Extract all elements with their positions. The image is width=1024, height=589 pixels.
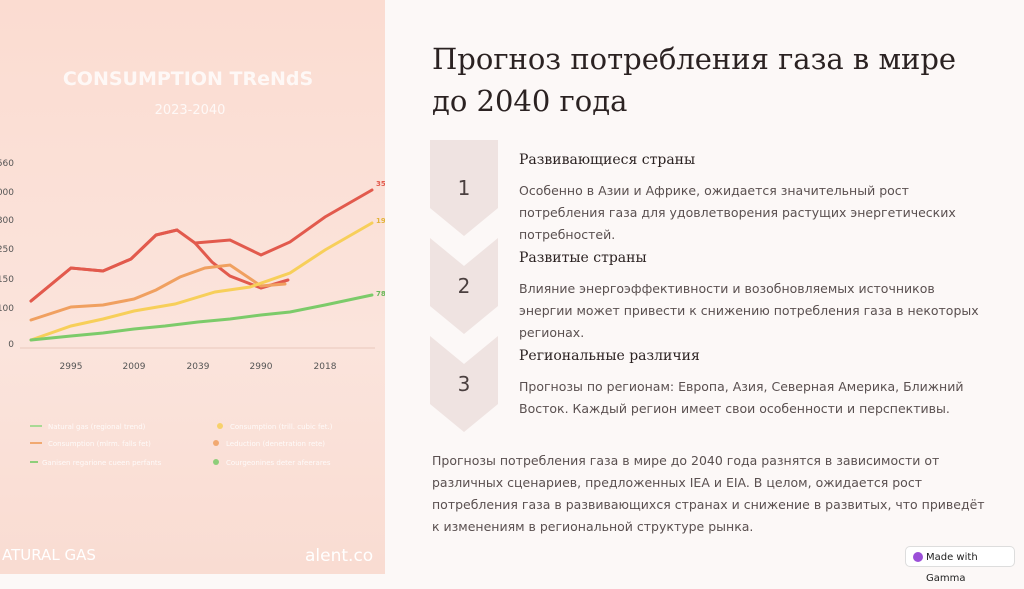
end-label: 35 [376,180,385,188]
image-subtitle: 2023-2040 [155,103,226,118]
item: 2 Развитые страны Влияние энергоэффектив… [430,238,1000,340]
line [29,293,374,342]
end-label: 19 [376,217,385,225]
chart-image: CONSUMPTION TReNdS 2023-2040 560 000 300… [0,68,386,566]
line [29,263,287,322]
badge[interactable]: Made with Gamma [905,546,1015,584]
text: Прогнозы по регионам: Европа, Азия, Севе… [519,379,964,416]
title: Прогноз потребления газа в мире до 2040 … [432,42,957,118]
line [29,221,374,342]
illustration: CONSUMPTION TReNdS 2023-2040 560 000 300… [0,0,386,574]
tick: 150 [0,275,14,285]
heading: Региональные различия [519,348,700,364]
tick: 100 [0,304,14,314]
tick: 2039 [187,362,210,372]
heading: Развитые страны [519,250,647,266]
legend: Leduction (denetration rete) [226,440,325,448]
text: Влияние энергоэффективности и возобновля… [519,281,979,340]
chevron [430,140,498,236]
number: 1 [457,176,471,200]
badge-text[interactable]: Made with Gamma [926,552,978,584]
number: 3 [457,372,471,396]
footer: alent.co [305,546,373,566]
number: 2 [457,274,471,298]
tick: 2995 [60,362,83,372]
chevron [430,238,498,334]
tick: 250 [0,245,14,255]
tick: 2990 [250,362,273,372]
tick: 560 [0,159,14,169]
summary: Прогнозы потребления газа в мире до 2040… [432,453,985,534]
text: Особенно в Азии и Африке, ожидается знач… [519,183,956,242]
line [29,228,290,303]
legend: Ganisen regarione cueen perfants [42,459,162,467]
tick: 000 [0,188,14,198]
legend: Consumption (mlrm. falls fet) [48,440,151,448]
line [29,228,179,303]
line [193,188,374,257]
chevron [430,336,498,432]
item: 3 Региональные различия Прогнозы по реги… [430,336,1000,432]
end-label: 78 [376,290,385,298]
item: 1 Развивающиеся страны Особенно в Азии и… [430,140,1000,242]
tick: 2018 [314,362,337,372]
legend: Courgeonines deter afeerares [226,459,331,467]
footer: ATURAL GAS [2,546,96,564]
heading: Развивающиеся страны [519,152,696,168]
legend: Natural gas (regional trend) [48,423,146,431]
tick: 2009 [123,362,146,372]
tick: 0 [8,340,14,350]
legend: Consumption (trill. cubic fet.) [230,423,333,431]
image-title: CONSUMPTION TReNdS [63,68,313,90]
tick: 300 [0,216,14,226]
